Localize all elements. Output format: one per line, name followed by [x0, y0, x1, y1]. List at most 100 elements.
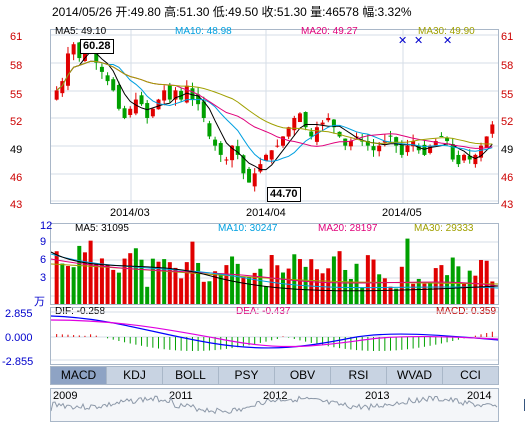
volume-bar	[150, 258, 155, 304]
volume-chart-panel[interactable]: MA5: 31095 MA10: 30247 MA20: 28197 MA30:…	[50, 223, 499, 305]
candle-body	[456, 154, 461, 165]
volume-bar	[82, 252, 87, 304]
candle-body	[416, 146, 421, 151]
dea-line	[51, 319, 498, 348]
tab-boll[interactable]: BOLL	[163, 367, 219, 384]
candle-body	[162, 90, 167, 101]
candle-body	[371, 146, 376, 151]
candle-body	[133, 99, 138, 114]
price-ylabel-right: 61	[501, 31, 514, 43]
candle-body	[71, 44, 76, 55]
volume-bar	[99, 258, 104, 304]
volume-bar	[88, 240, 93, 304]
tab-rsi[interactable]: RSI	[331, 367, 387, 384]
candle-body	[365, 141, 370, 146]
tab-psy[interactable]: PSY	[219, 367, 275, 384]
candle-body	[65, 53, 70, 86]
candle-body	[479, 145, 484, 158]
candle-body	[105, 75, 110, 82]
candle-body	[145, 103, 150, 118]
price-ylabel-right: 49	[501, 144, 514, 156]
volume-bar	[484, 260, 489, 304]
candle-body	[241, 155, 246, 174]
volume-bar	[77, 245, 82, 304]
candle-body	[382, 141, 387, 143]
price-ylabel-left: 55	[10, 89, 23, 101]
volume-bar	[207, 281, 212, 304]
volume-bar	[394, 288, 399, 304]
candle-body	[303, 112, 308, 128]
candle-body	[269, 150, 274, 160]
candle-body	[218, 143, 223, 155]
candle-body	[122, 108, 127, 118]
candle-body	[467, 155, 472, 160]
star-icon: ✕	[414, 35, 424, 47]
candle-body	[433, 141, 438, 146]
vol-unit: 万	[34, 296, 45, 308]
volume-bar	[179, 278, 184, 304]
price-ylabel-right: 43	[501, 199, 514, 211]
candle-body	[258, 164, 263, 172]
macd-chart-panel[interactable]: DIF: -0.258 DEA: -0.437 MACD: 0.359	[50, 306, 499, 365]
volume-bar	[156, 261, 161, 304]
candle-body	[348, 141, 353, 147]
vol-ma30-legend: MA30: 29333	[414, 223, 474, 234]
price-ylabel-right: 46	[501, 172, 514, 184]
ma20-line	[56, 60, 493, 149]
volume-bar	[128, 253, 133, 304]
candle-body	[60, 81, 65, 94]
volume-bar	[354, 263, 359, 304]
volume-bar	[422, 283, 427, 304]
candle-body	[128, 108, 133, 115]
price-ylabel-left: 58	[10, 60, 23, 72]
price-svg	[51, 30, 498, 203]
vol-ma10-legend: MA10: 30247	[218, 223, 278, 234]
price-ylabel-right: 55	[501, 89, 514, 101]
date-label: 2014/04	[246, 207, 286, 219]
vol-ma20-legend: MA20: 28197	[318, 223, 378, 234]
candle-body	[94, 53, 99, 63]
volume-bar	[365, 255, 370, 304]
candle-body	[54, 90, 59, 100]
volume-bar	[377, 274, 382, 304]
volume-bar	[433, 268, 438, 304]
price-ylabel-right: 52	[501, 116, 514, 128]
candle-body	[230, 145, 235, 161]
navigator-svg	[51, 395, 498, 415]
tab-macd[interactable]: MACD	[51, 367, 107, 384]
price-chart-panel[interactable]: MA5: 49.10 MA10: 48.98 MA20: 49.27 MA30:…	[50, 26, 499, 204]
nav-year-label: 2012	[263, 390, 288, 402]
volume-bar	[247, 277, 252, 304]
nav-year-label: 2009	[53, 390, 78, 402]
volume-bar	[416, 278, 421, 304]
candle-body	[428, 145, 433, 153]
candle-body	[173, 90, 178, 100]
date-label: 2014/03	[110, 207, 150, 219]
volume-bar	[258, 268, 263, 304]
quote-info-bar: 2014/05/26 开:49.80 高:51.30 低:49.50 收:51.…	[52, 5, 412, 19]
candle-body	[405, 145, 410, 153]
volume-bar	[411, 283, 416, 304]
volume-bar	[371, 259, 376, 304]
volume-bar	[388, 286, 393, 304]
candle-body	[377, 145, 382, 152]
candle-body	[490, 124, 495, 134]
volume-bar	[331, 256, 336, 304]
price-ylabel-left: 43	[10, 199, 23, 211]
candle-body	[280, 136, 285, 146]
volume-bar	[382, 278, 387, 304]
range-navigator[interactable]: 2009 2011 2012 2013 2014	[50, 388, 525, 422]
dif-line	[51, 315, 498, 349]
tab-kdj[interactable]: KDJ	[107, 367, 163, 384]
volume-bar	[439, 265, 444, 304]
candle-body	[450, 144, 455, 160]
nav-year-label: 2014	[467, 390, 492, 402]
candle-body	[388, 135, 393, 137]
tab-obv[interactable]: OBV	[275, 367, 331, 384]
tab-wvad[interactable]: WVAD	[387, 367, 443, 384]
candle-body	[309, 131, 314, 137]
candle-body	[314, 127, 319, 142]
star-icon: ✕	[443, 35, 453, 47]
volume-bar	[111, 269, 116, 304]
tab-cci[interactable]: CCI	[460, 368, 481, 382]
